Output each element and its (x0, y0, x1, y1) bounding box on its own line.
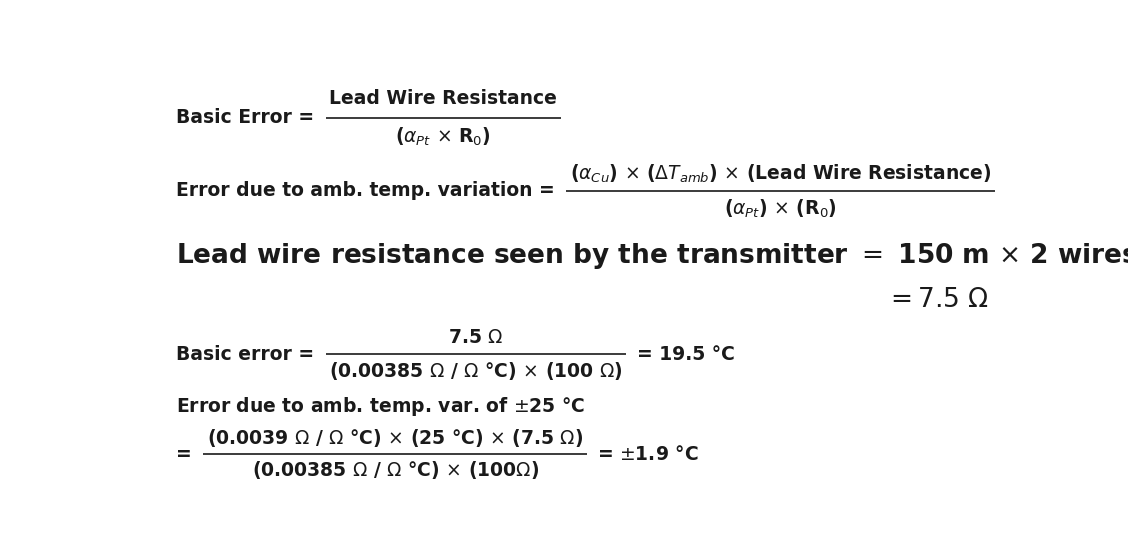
Text: (0.00385 $\Omega$ / $\Omega$ °C) $\times$ (100 $\Omega$): (0.00385 $\Omega$ / $\Omega$ °C) $\times… (329, 360, 623, 382)
Text: =: = (176, 444, 199, 463)
Text: ($\alpha_{Pt}$) $\times$ (R$_0$): ($\alpha_{Pt}$) $\times$ (R$_0$) (724, 197, 837, 220)
Text: Basic error =: Basic error = (176, 345, 320, 364)
Text: Lead wire resistance seen by the transmitter $=$ 150 m $\times$ 2 wires $\times$: Lead wire resistance seen by the transmi… (176, 241, 1128, 271)
Text: Basic Error =: Basic Error = (176, 108, 320, 127)
Text: 7.5 $\Omega$: 7.5 $\Omega$ (449, 328, 504, 347)
Text: $= 7.5\ \Omega$: $= 7.5\ \Omega$ (885, 287, 989, 313)
Text: Error due to amb. temp. variation =: Error due to amb. temp. variation = (176, 182, 562, 200)
Text: (0.0039 $\Omega$ / $\Omega$ °C) $\times$ (25 °C) $\times$ (7.5 $\Omega$): (0.0039 $\Omega$ / $\Omega$ °C) $\times$… (206, 427, 583, 449)
Text: = $\pm$1.9 °C: = $\pm$1.9 °C (597, 444, 699, 463)
Text: ($\alpha_{Cu}$) $\times$ ($\Delta T_{amb}$) $\times$ (Lead Wire Resistance): ($\alpha_{Cu}$) $\times$ ($\Delta T_{amb… (570, 162, 992, 184)
Text: ($\alpha_{Pt}$ $\times$ R$_0$): ($\alpha_{Pt}$ $\times$ R$_0$) (395, 125, 491, 147)
Text: (0.00385 $\Omega$ / $\Omega$ °C) $\times$ (100$\Omega$): (0.00385 $\Omega$ / $\Omega$ °C) $\times… (252, 459, 539, 481)
Text: Lead Wire Resistance: Lead Wire Resistance (329, 89, 557, 108)
Text: Error due to amb. temp. var. of $\pm$25 °C: Error due to amb. temp. var. of $\pm$25 … (176, 395, 585, 418)
Text: = 19.5 °C: = 19.5 °C (637, 345, 734, 364)
